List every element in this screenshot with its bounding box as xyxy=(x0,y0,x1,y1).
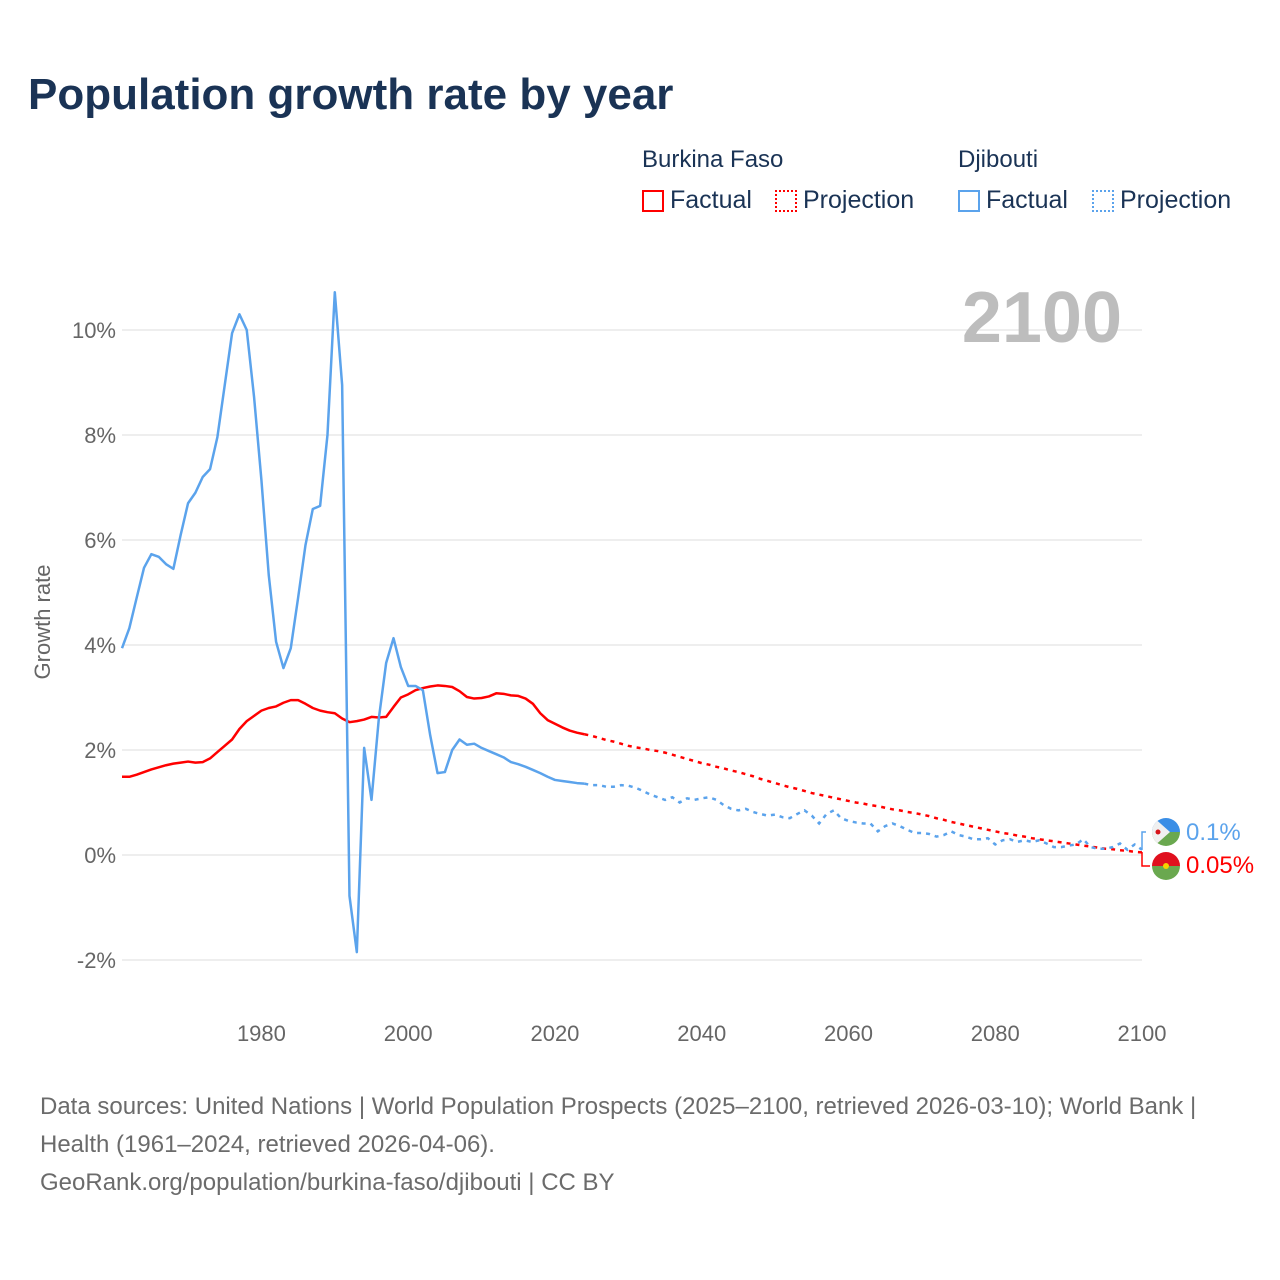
x-tick-label: 2060 xyxy=(824,1021,873,1046)
legend-djibouti-factual[interactable]: Factual xyxy=(958,186,1068,215)
x-tick-label: 2080 xyxy=(971,1021,1020,1046)
y-tick-label: 0% xyxy=(84,843,116,868)
burkina-faso-flag-icon xyxy=(1152,852,1180,880)
legend-swatch-dotted-red xyxy=(775,189,797,212)
x-tick-label: 1980 xyxy=(237,1021,286,1046)
legend-label: Factual xyxy=(670,186,752,214)
burkina-faso-projection-line xyxy=(584,733,1143,854)
legend-label: Projection xyxy=(803,186,915,214)
burkina-faso-factual-line xyxy=(122,684,585,779)
year-watermark: 2100 xyxy=(962,278,1122,358)
legend-swatch-dotted-blue xyxy=(1092,189,1114,212)
legend-group-burkina-faso: Burkina Faso xyxy=(642,146,784,173)
legend-swatch-solid-blue xyxy=(958,189,980,212)
djibouti-end-connector xyxy=(1141,831,1146,850)
y-tick-label: 8% xyxy=(84,423,116,448)
legend-swatch-solid-red xyxy=(642,189,664,212)
y-tick-label: 6% xyxy=(84,528,116,553)
legend-label: Factual xyxy=(986,186,1068,214)
x-tick-label: 2000 xyxy=(384,1021,433,1046)
burkina-end-value: 0.05% xyxy=(1186,852,1254,879)
data-sources: Data sources: United Nations | World Pop… xyxy=(40,1093,1197,1158)
djibouti-end-value: 0.1% xyxy=(1186,819,1241,846)
x-tick-label: 2040 xyxy=(677,1021,726,1046)
djibouti-projection-line xyxy=(584,782,1143,852)
legend-djibouti-projection[interactable]: Projection xyxy=(1092,186,1231,215)
legend-label: Projection xyxy=(1120,186,1232,214)
legend-group-djibouti: Djibouti xyxy=(958,146,1039,173)
y-tick-label: 10% xyxy=(72,318,116,343)
footer: Data sources: United Nations | World Pop… xyxy=(40,1088,1240,1202)
burkina-end-connector xyxy=(1141,852,1150,867)
y-tick-label: 2% xyxy=(84,738,116,763)
y-tick-label: -2% xyxy=(77,948,116,973)
x-tick-label: 2100 xyxy=(1118,1021,1167,1046)
x-tick-label: 2020 xyxy=(530,1021,579,1046)
credit-link[interactable]: GeoRank.org/population/burkina-faso/djib… xyxy=(40,1169,615,1196)
legend-burkina-projection[interactable]: Projection xyxy=(775,186,914,215)
legend-burkina-factual[interactable]: Factual xyxy=(642,186,752,215)
y-tick-label: 4% xyxy=(84,633,116,658)
djibouti-factual-line xyxy=(120,290,585,954)
djibouti-flag-icon xyxy=(1152,818,1180,846)
y-axis-label: Growth rate xyxy=(30,565,55,680)
chart-title: Population growth rate by year xyxy=(28,70,674,119)
